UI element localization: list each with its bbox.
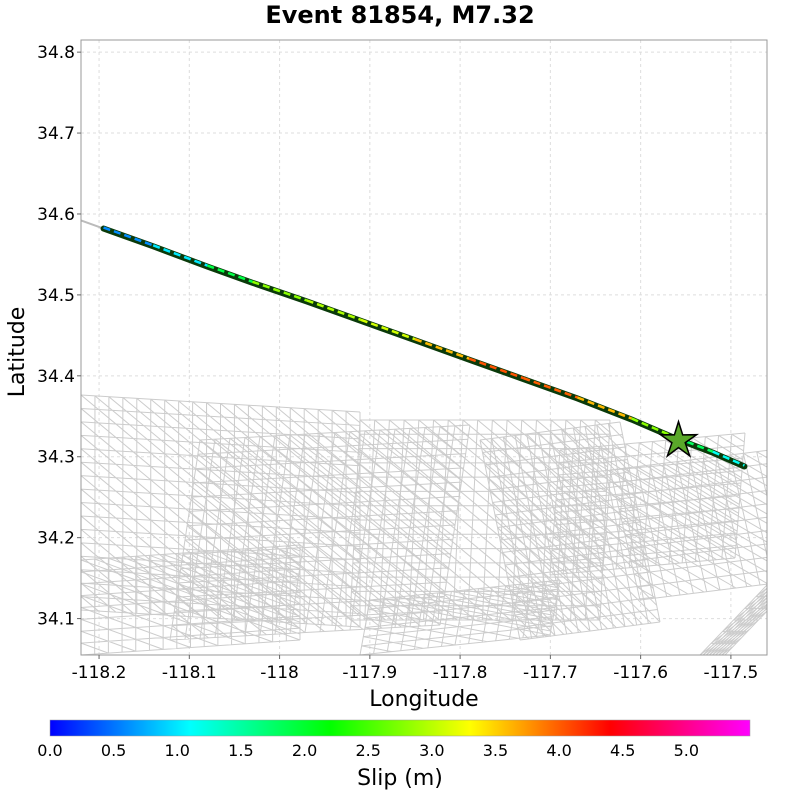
x-tick-label: -118.1: [162, 663, 217, 683]
slip-segment: [522, 376, 578, 399]
y-tick-label: 34.7: [37, 124, 75, 144]
slip-segment: [252, 280, 308, 302]
mesh-patch: [81, 544, 301, 655]
colorbar-ticks: 0.0 0.5 1.0 1.5 2.0 2.5 3.0 3.5 4.0 4.5 5.0: [37, 741, 699, 760]
slip-segment: [360, 318, 416, 341]
mesh-patch: [359, 579, 561, 655]
colorbar-tick-label: 1.5: [228, 741, 253, 760]
x-tick-label: -118: [260, 663, 299, 683]
colorbar-tick-label: 4.0: [546, 741, 571, 760]
slip-segment: [152, 244, 208, 267]
mesh-patch: [349, 419, 611, 621]
slip-segment: [631, 417, 678, 440]
hypocenter-star-marker: [658, 419, 700, 458]
y-tick-label: 34.6: [37, 205, 75, 225]
slip-segment: [468, 357, 524, 380]
mesh-patch: [609, 449, 767, 601]
y-tick-label: 34.4: [37, 367, 75, 387]
colorbar-tick-label: 5.0: [674, 741, 699, 760]
x-tick-label: -117.8: [433, 663, 488, 683]
plot-frame: [80, 39, 768, 656]
slip-segment: [712, 450, 745, 467]
y-axis-ticks: 34.1 34.2 34.3 34.4 34.5 34.6 34.7 34.8: [37, 43, 81, 630]
colorbar-tick-label: 0.0: [37, 741, 62, 760]
slip-segment: [103, 226, 154, 247]
y-tick-label: 34.5: [37, 286, 75, 306]
colorbar-tick-label: 3.0: [419, 741, 444, 760]
x-axis-ticks: -118.2 -118.1 -118 -117.9 -117.8 -117.7 -117.6…: [72, 655, 758, 683]
colorbar-tick-label: 4.5: [610, 741, 635, 760]
x-tick-label: -118.2: [72, 663, 127, 683]
colorbar: [49, 719, 751, 737]
x-tick-label: -117.5: [703, 663, 758, 683]
slip-segment: [576, 396, 633, 420]
colorbar-tick-label: 1.0: [165, 741, 190, 760]
colorbar-tick-label: 0.5: [101, 741, 126, 760]
hypocenter-star: [658, 419, 700, 458]
colorbar-label: Slip (m): [357, 766, 443, 791]
colorbar-tick-label: 3.5: [483, 741, 508, 760]
mesh-patch: [81, 394, 361, 628]
y-tick-label: 34.3: [37, 448, 75, 468]
slip-segment: [206, 264, 253, 283]
background-fault-mesh: [81, 394, 767, 655]
x-tick-label: -117.9: [342, 663, 397, 683]
y-axis-label: Latitude: [5, 307, 30, 398]
slip-segment: [414, 338, 470, 360]
y-tick-label: 34.2: [37, 529, 75, 549]
x-axis-label: Longitude: [369, 687, 478, 712]
slip-segment: [306, 299, 362, 321]
x-tick-label: -117.7: [523, 663, 578, 683]
x-tick-label: -117.6: [613, 663, 668, 683]
colorbar-tick-label: 2.5: [355, 741, 380, 760]
trace-extension: [81, 219, 104, 230]
y-tick-label: 34.8: [37, 43, 75, 63]
mesh-patch: [699, 584, 767, 655]
chart-title: Event 81854, M7.32: [265, 1, 534, 29]
colorbar-tick-label: 2.0: [292, 741, 317, 760]
y-tick-label: 34.1: [37, 610, 75, 630]
